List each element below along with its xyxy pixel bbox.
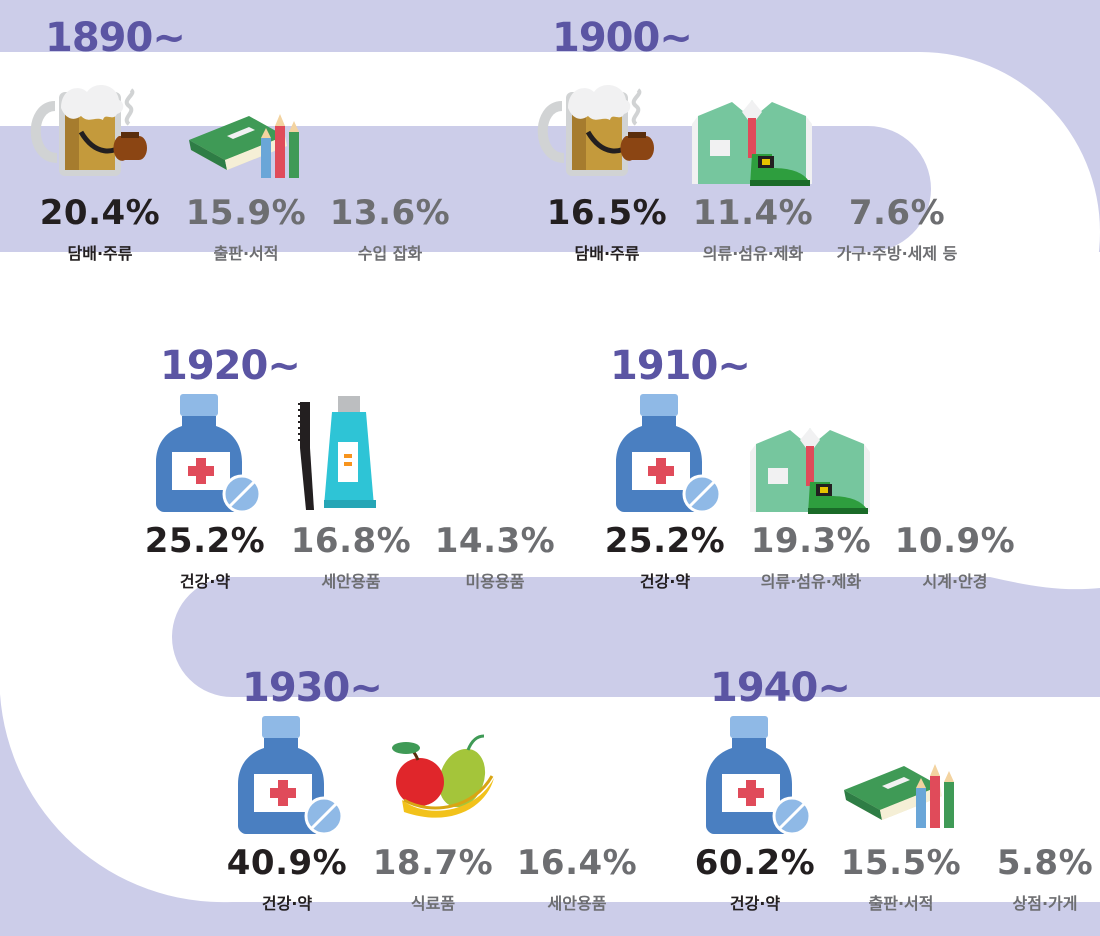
- category-label: 출판·서적: [868, 894, 934, 913]
- category-value: 5.8%: [996, 843, 1094, 883]
- era-1930: 1930~ 40.9% 건강·약 18.7% 식료품 16.4% 세안용품: [212, 668, 752, 918]
- category: 16.4% 세안용품: [502, 716, 652, 916]
- medicine-bottle-icon: [590, 394, 740, 514]
- category-value: 16.8%: [290, 521, 412, 561]
- category-label: 미용용품: [465, 572, 525, 591]
- era-year-label: 1900~: [552, 15, 693, 61]
- category: 7.6% 가구·주방·세제 등: [822, 66, 972, 266]
- era-year-label: 1940~: [710, 665, 851, 711]
- era-1900: 1900~ 16.5% 담배·주류 11.4% 의류·섬유·제화 7.6% 가구·주방·…: [532, 18, 1072, 268]
- category-value: 11.4%: [692, 193, 814, 233]
- category-value: 25.2%: [144, 521, 266, 561]
- category-value: 19.3%: [750, 521, 872, 561]
- era-1910: 1910~ 25.2% 건강·약 19.3% 의류·섬유·제화 10.9% 시계·안경: [590, 346, 1100, 596]
- category-value: 14.3%: [434, 521, 556, 561]
- fruit-icon: [358, 716, 508, 836]
- category-label: 상점·가게: [1012, 894, 1078, 913]
- category-label: 가구·주방·세제 등: [836, 244, 958, 263]
- category: 15.5% 출판·서적: [826, 716, 976, 916]
- category: 18.7% 식료품: [358, 716, 508, 916]
- category: 16.8% 세안용품: [276, 394, 426, 594]
- category-value: 10.9%: [894, 521, 1016, 561]
- era-1890: 1890~ 20.4% 담배·주류 15.9% 출판·서적 13.6% 수입 잡화: [25, 18, 565, 268]
- category-value: 16.5%: [546, 193, 668, 233]
- category: 19.3% 의류·섬유·제화: [736, 394, 886, 594]
- category-label: 세안용품: [321, 572, 381, 591]
- category: 14.3% 미용용품: [420, 394, 570, 594]
- category: 10.9% 시계·안경: [880, 394, 1030, 594]
- top-category: 40.9% 건강·약: [212, 716, 362, 916]
- category-label: 담배·주류: [67, 244, 133, 263]
- category-label: 식료품: [410, 894, 456, 913]
- category-label: 의류·섬유·제화: [702, 244, 804, 263]
- category-label: 수입 잡화: [357, 244, 423, 263]
- category-value: 7.6%: [848, 193, 946, 233]
- category-value: 13.6%: [329, 193, 451, 233]
- shirt-shoe-icon: [736, 394, 886, 514]
- top-category: 16.5% 담배·주류: [532, 66, 682, 266]
- category: 11.4% 의류·섬유·제화: [678, 66, 828, 266]
- category-label: 건강·약: [179, 572, 231, 591]
- category-value: 60.2%: [694, 843, 816, 883]
- beer-pipe-icon: [532, 66, 682, 186]
- category-value: 20.4%: [39, 193, 161, 233]
- era-1920: 1920~ 25.2% 건강·약 16.8% 세안용품 14.3% 미용용품: [130, 346, 670, 596]
- category: 15.9% 출판·서적: [171, 66, 321, 266]
- category: 13.6% 수입 잡화: [315, 66, 465, 266]
- beer-pipe-icon: [25, 66, 175, 186]
- shirt-shoe-icon: [678, 66, 828, 186]
- toothbrush-paste-icon: [276, 394, 426, 514]
- category: 5.8% 상점·가게: [970, 716, 1100, 916]
- category-label: 건강·약: [261, 894, 313, 913]
- category-label: 세안용품: [547, 894, 607, 913]
- category-label: 건강·약: [639, 572, 691, 591]
- era-year-label: 1890~: [45, 15, 186, 61]
- category-value: 18.7%: [372, 843, 494, 883]
- medicine-bottle-icon: [212, 716, 362, 836]
- top-category: 60.2% 건강·약: [680, 716, 830, 916]
- top-category: 25.2% 건강·약: [590, 394, 740, 594]
- category-label: 의류·섬유·제화: [760, 572, 862, 591]
- medicine-bottle-icon: [130, 394, 280, 514]
- book-pencils-icon: [826, 716, 976, 836]
- category-label: 출판·서적: [213, 244, 279, 263]
- top-category: 25.2% 건강·약: [130, 394, 280, 594]
- category-label: 건강·약: [729, 894, 781, 913]
- category-value: 15.9%: [185, 193, 307, 233]
- category-value: 40.9%: [226, 843, 348, 883]
- era-year-label: 1930~: [242, 665, 383, 711]
- category-value: 25.2%: [604, 521, 726, 561]
- era-year-label: 1910~: [610, 343, 751, 389]
- category-label: 시계·안경: [922, 572, 988, 591]
- medicine-bottle-icon: [680, 716, 830, 836]
- category-label: 담배·주류: [574, 244, 640, 263]
- era-year-label: 1920~: [160, 343, 301, 389]
- category-value: 16.4%: [516, 843, 638, 883]
- era-1940: 1940~ 60.2% 건강·약 15.5% 출판·서적 5.8% 상점·가게: [680, 668, 1100, 918]
- category-value: 15.5%: [840, 843, 962, 883]
- book-pencils-icon: [171, 66, 321, 186]
- top-category: 20.4% 담배·주류: [25, 66, 175, 266]
